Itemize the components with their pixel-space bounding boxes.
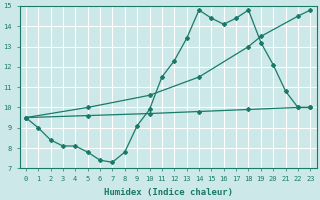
X-axis label: Humidex (Indice chaleur): Humidex (Indice chaleur)	[104, 188, 233, 197]
